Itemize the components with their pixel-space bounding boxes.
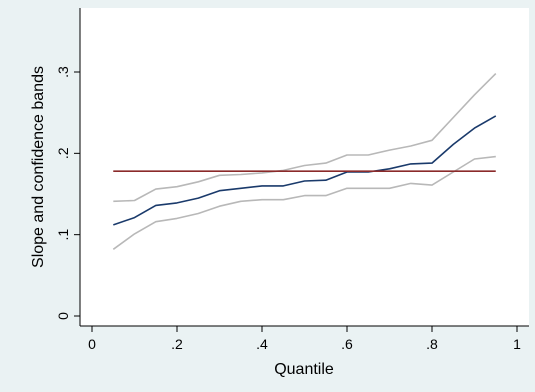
x-tick-label: .8 — [426, 336, 438, 352]
y-tick-label: .1 — [55, 229, 71, 241]
series-lines — [112, 73, 497, 250]
estimate-line — [113, 115, 497, 226]
x-tick-label: 0 — [88, 336, 96, 352]
y-tick-label: .2 — [55, 147, 71, 159]
y-tick-label: .3 — [55, 66, 71, 78]
x-tick-label: .4 — [256, 336, 268, 352]
x-axis-title: Quantile — [274, 361, 334, 378]
x-axis-ticks: 0 .2 .4 .6 .8 1 — [88, 326, 521, 352]
x-tick-label: .6 — [341, 336, 353, 352]
x-tick-label: .2 — [171, 336, 183, 352]
plot-area — [80, 8, 529, 326]
upper-band-line — [113, 73, 497, 203]
y-tick-label: 0 — [55, 312, 71, 320]
x-tick-label: 1 — [513, 336, 521, 352]
lower-band-line — [112, 155, 496, 250]
y-axis-ticks: 0 .1 .2 .3 — [55, 66, 80, 320]
y-axis-title: Slope and confidence bands — [30, 66, 47, 268]
